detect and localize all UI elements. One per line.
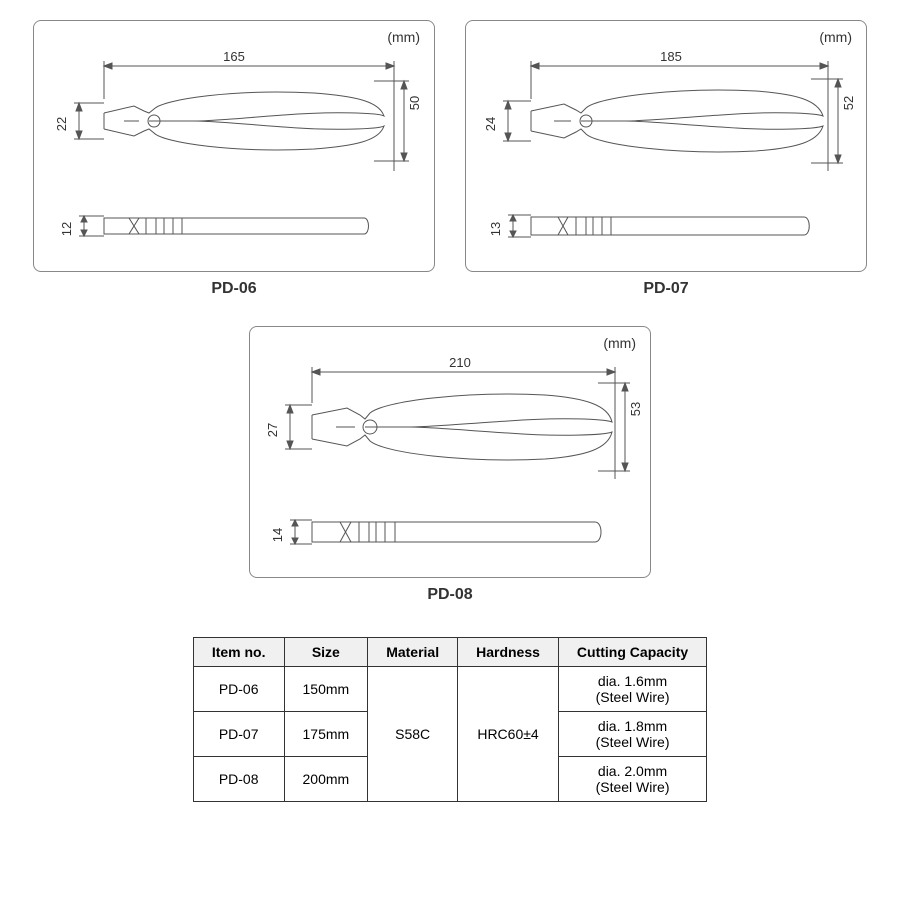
dim-length: 185	[660, 49, 682, 64]
dim-head-h: 22	[54, 117, 69, 131]
th-hardness: Hardness	[458, 638, 559, 667]
middle-row: (mm) 210 53	[20, 326, 880, 622]
dim-head-h: 24	[483, 117, 498, 131]
dim-thick: 12	[59, 222, 74, 236]
unit-label: (mm)	[819, 29, 852, 45]
unit-label: (mm)	[387, 29, 420, 45]
dim-thick: 14	[270, 528, 285, 542]
dim-handle-w: 52	[841, 96, 856, 110]
cell-material: S58C	[368, 667, 458, 802]
dim-head-h: 27	[265, 423, 280, 437]
capacity-line1: dia. 1.6mm	[598, 673, 667, 689]
diagram-pd08-label: PD-08	[427, 586, 472, 604]
dim-thick: 13	[488, 222, 503, 236]
diagram-pd07-box: (mm) 185 52	[465, 20, 867, 272]
capacity-line2: (Steel Wire)	[596, 734, 670, 750]
dim-length: 210	[449, 355, 471, 370]
capacity-line1: dia. 2.0mm	[598, 763, 667, 779]
diagram-pd07-block: (mm) 185 52	[465, 20, 867, 316]
dim-length: 165	[223, 49, 245, 64]
th-item: Item no.	[193, 638, 284, 667]
cell-item: PD-08	[193, 757, 284, 802]
table-header-row: Item no. Size Material Hardness Cutting …	[193, 638, 706, 667]
pd07-drawing: 185 52 24	[466, 21, 866, 271]
cell-item: PD-06	[193, 667, 284, 712]
pd08-drawing: 210 53 27	[250, 327, 650, 577]
diagram-pd06-label: PD-06	[211, 280, 256, 298]
th-capacity: Cutting Capacity	[558, 638, 706, 667]
cell-hardness: HRC60±4	[458, 667, 559, 802]
dim-handle-w: 50	[407, 96, 422, 110]
capacity-line2: (Steel Wire)	[596, 689, 670, 705]
diagram-pd06-block: (mm) 165 50	[33, 20, 435, 316]
spec-table: Item no. Size Material Hardness Cutting …	[193, 637, 707, 802]
cell-capacity: dia. 2.0mm (Steel Wire)	[558, 757, 706, 802]
cell-item: PD-07	[193, 712, 284, 757]
cell-size: 200mm	[284, 757, 368, 802]
unit-label: (mm)	[603, 335, 636, 351]
th-material: Material	[368, 638, 458, 667]
diagram-pd06-box: (mm) 165 50	[33, 20, 435, 272]
table-row: PD-06 150mm S58C HRC60±4 dia. 1.6mm (Ste…	[193, 667, 706, 712]
cell-capacity: dia. 1.6mm (Steel Wire)	[558, 667, 706, 712]
diagram-pd07-label: PD-07	[643, 280, 688, 298]
pd06-drawing: 165 50 22	[34, 21, 434, 271]
th-size: Size	[284, 638, 368, 667]
cell-size: 150mm	[284, 667, 368, 712]
diagram-pd08-box: (mm) 210 53	[249, 326, 651, 578]
capacity-line1: dia. 1.8mm	[598, 718, 667, 734]
dim-handle-w: 53	[628, 402, 643, 416]
capacity-line2: (Steel Wire)	[596, 779, 670, 795]
diagram-pd08-block: (mm) 210 53	[249, 326, 651, 622]
top-row: (mm) 165 50	[20, 20, 880, 316]
cell-size: 175mm	[284, 712, 368, 757]
cell-capacity: dia. 1.8mm (Steel Wire)	[558, 712, 706, 757]
